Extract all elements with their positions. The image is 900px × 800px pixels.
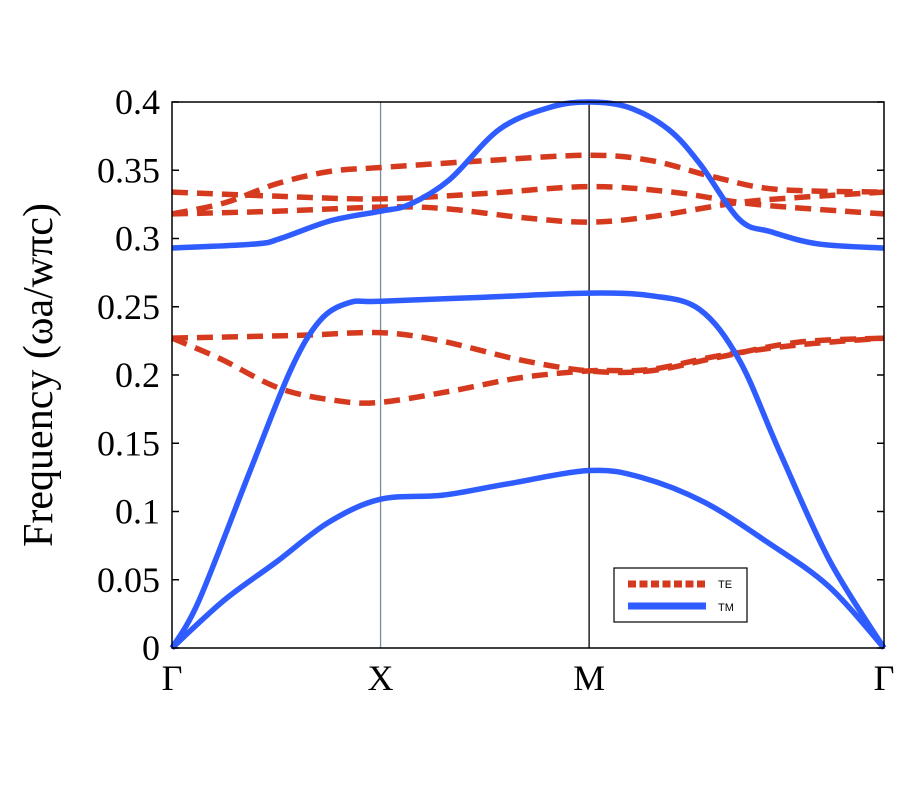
- y-axis-label: Frequency (ωa/wπc): [16, 203, 62, 547]
- legend-box: [613, 567, 748, 623]
- x-tick-label: M: [573, 658, 605, 698]
- tm-band-2: [169, 290, 887, 650]
- y-tick-label: 0: [142, 628, 160, 668]
- y-tick-label: 0.35: [97, 150, 160, 190]
- te-band-3: [171, 152, 885, 217]
- te-band-5: [171, 189, 885, 225]
- x-tick-label: X: [368, 658, 394, 698]
- y-tick-label: 0.2: [115, 355, 160, 395]
- x-tick-label: Γ: [874, 658, 895, 698]
- legend-te-label: TE: [718, 579, 732, 591]
- y-tick-label: 0.4: [115, 82, 160, 122]
- y-tick-label: 0.05: [97, 560, 160, 600]
- y-tick-label: 0.25: [97, 287, 160, 327]
- x-tick-label: Γ: [162, 658, 183, 698]
- y-tick-label: 0.3: [115, 219, 160, 259]
- legend: TE TM: [613, 567, 748, 623]
- te-band-2: [171, 329, 885, 376]
- legend-tm-label: TM: [718, 602, 734, 614]
- y-tick-label: 0.1: [115, 492, 160, 532]
- te-band-4: [171, 183, 885, 217]
- tm-band-3: [171, 99, 885, 251]
- tm-band-1: [170, 467, 887, 651]
- y-tick-label: 0.15: [97, 423, 160, 463]
